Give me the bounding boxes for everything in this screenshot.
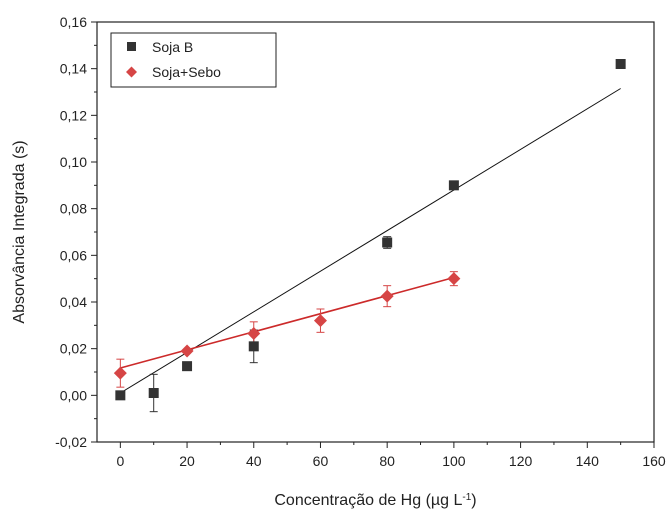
- legend: Soja B Soja+Sebo: [110, 32, 277, 88]
- x-tick-label: 0: [116, 453, 124, 469]
- x-tick-label: 160: [642, 453, 666, 469]
- x-axis-title-sup: -1: [462, 492, 471, 503]
- fit-line: [120, 88, 621, 394]
- fit-line: [120, 276, 455, 369]
- legend-marker-soja-sebo: [126, 66, 137, 78]
- data-point-soja-b: [148, 388, 159, 398]
- data-point-soja-b: [115, 390, 126, 401]
- data-point-soja-sebo: [313, 314, 327, 328]
- data-point-soja-sebo: [447, 272, 461, 286]
- x-axis-title-main: Concentração de Hg (µg L: [274, 492, 462, 509]
- x-tick-label: 140: [576, 453, 600, 469]
- data-markers: [113, 59, 626, 401]
- x-tick-label: 80: [379, 453, 395, 469]
- x-axis-title-suffix: ): [471, 492, 476, 509]
- y-tick-label: 0,08: [60, 201, 87, 217]
- y-axis-ticks: -0,02 0,00 0,02 0,04 0,06 0,08 0,10 0,12 0,14 0,1…: [55, 14, 97, 450]
- x-tick-label: 20: [179, 453, 195, 469]
- x-tick-label: 40: [246, 453, 262, 469]
- x-tick-label: 100: [442, 453, 466, 469]
- data-point-soja-sebo: [113, 366, 127, 380]
- y-tick-label: 0,10: [60, 154, 87, 170]
- data-point-soja-b: [448, 180, 459, 191]
- y-axis-title: Absorvância Integrada (s): [11, 140, 28, 323]
- data-point-soja-sebo: [380, 289, 394, 303]
- legend-marker-soja-b: [127, 42, 136, 51]
- data-point-soja-b: [382, 237, 393, 248]
- y-tick-label: 0,04: [60, 294, 87, 310]
- y-tick-label: 0,02: [60, 341, 87, 357]
- data-point-soja-b: [615, 59, 626, 69]
- x-tick-label: 120: [509, 453, 533, 469]
- x-axis-title: Concentração de Hg (µg L-1): [274, 492, 476, 510]
- data-point-soja-sebo: [247, 327, 261, 340]
- fit-lines: [120, 88, 621, 394]
- y-tick-label: 0,12: [60, 107, 87, 123]
- data-point-soja-b: [248, 341, 259, 352]
- data-point-soja-b: [182, 361, 193, 372]
- legend-box: [110, 32, 277, 88]
- x-tick-label: 60: [313, 453, 329, 469]
- y-tick-label: 0,00: [60, 387, 87, 403]
- y-tick-label: 0,16: [60, 14, 87, 30]
- y-tick-label: -0,02: [55, 434, 87, 450]
- y-tick-label: 0,06: [60, 247, 87, 263]
- y-tick-label: 0,14: [60, 61, 87, 77]
- data-point-soja-sebo: [180, 344, 194, 358]
- legend-label-soja-sebo: Soja+Sebo: [152, 64, 221, 80]
- x-axis-ticks: 0 20 40 60 80 100 120 140 160: [116, 442, 666, 469]
- legend-label-soja-b: Soja B: [152, 39, 193, 55]
- error-bars: [116, 182, 458, 413]
